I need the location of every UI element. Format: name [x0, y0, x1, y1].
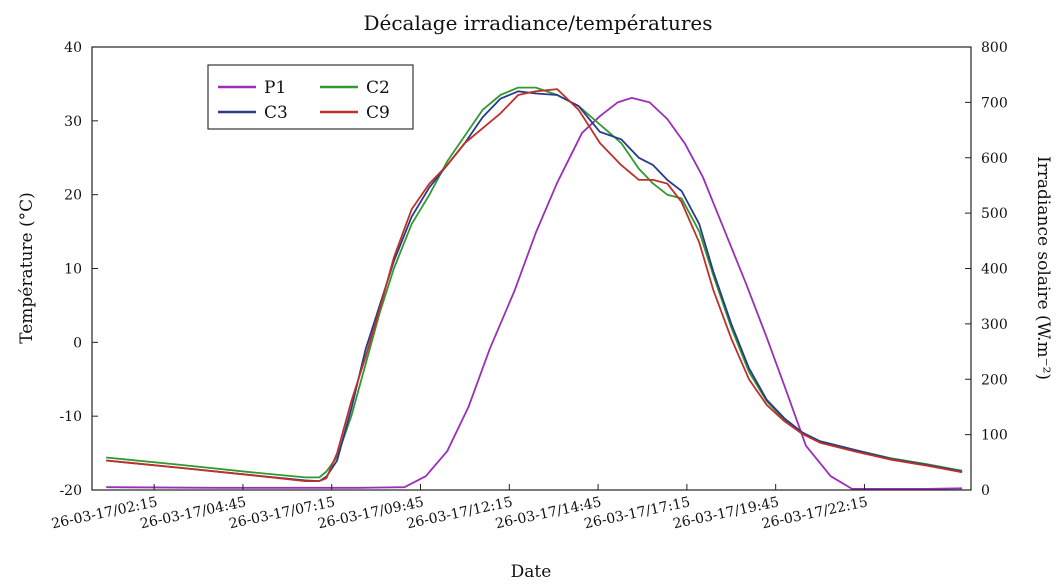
y2-tick-label: 500 — [981, 206, 1008, 222]
y2-tick-label: 0 — [981, 483, 990, 499]
y-tick-label: -10 — [59, 409, 82, 425]
chart-title: Décalage irradiance/températures — [363, 11, 712, 35]
y2-axis: 0 100 200 300 400 500 600 700 800 — [965, 40, 1008, 499]
series-line-c3 — [106, 90, 963, 483]
x-axis: 26-03-17/02:1526-03-17/04:4526-03-17/07:… — [50, 484, 869, 532]
y2-tick-label: 700 — [981, 95, 1008, 111]
legend-label-c2: C2 — [366, 78, 390, 98]
y-tick-label: 0 — [73, 335, 82, 351]
legend-label-c9: C9 — [366, 103, 390, 123]
legend-label-p1: P1 — [264, 78, 286, 98]
y-tick-label: -20 — [59, 483, 82, 499]
y-axis: -20 -10 0 10 20 30 40 — [59, 40, 98, 499]
y-tick-label: 40 — [64, 40, 82, 56]
series-line-c9 — [106, 88, 963, 483]
x-axis-title: Date — [511, 562, 552, 582]
legend-box — [207, 64, 414, 130]
y2-tick-label: 800 — [981, 40, 1008, 56]
y-tick-label: 30 — [64, 114, 82, 130]
series-line-c2 — [106, 86, 963, 479]
y2-tick-label: 200 — [981, 372, 1008, 388]
y2-axis-title: Irradiance solaire (W.m⁻²) — [1033, 156, 1053, 380]
legend: P1 C2 C3 C9 — [207, 64, 414, 130]
series-line-p1 — [106, 97, 963, 490]
y-axis-title: Température (°C) — [17, 192, 37, 344]
y2-tick-label: 300 — [981, 317, 1008, 333]
y-tick-label: 10 — [64, 262, 82, 278]
legend-label-c3: C3 — [264, 103, 288, 123]
y2-tick-label: 400 — [981, 262, 1008, 278]
y2-tick-label: 600 — [981, 151, 1008, 167]
y-tick-label: 20 — [64, 188, 82, 204]
plot-layer — [106, 86, 963, 490]
y2-tick-label: 100 — [981, 428, 1008, 444]
